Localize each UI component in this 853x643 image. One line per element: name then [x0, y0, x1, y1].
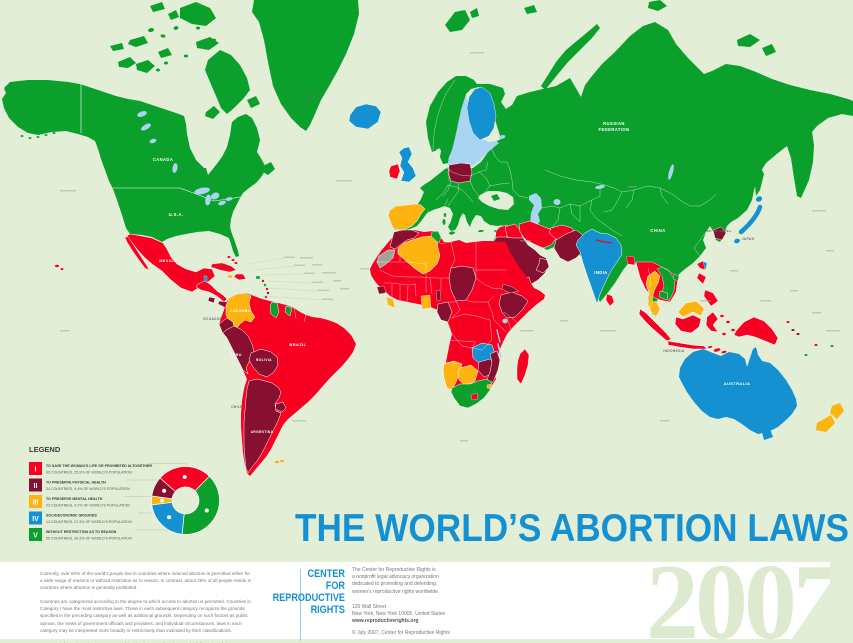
svg-text:TO PRESERVE PHYSICAL HEALTH: TO PRESERVE PHYSICAL HEALTH — [46, 481, 106, 485]
svg-text:AUSTRALIA: AUSTRALIA — [724, 381, 751, 386]
svg-text:I: I — [35, 467, 37, 474]
svg-text:BOLIVIA: BOLIVIA — [256, 358, 272, 362]
svg-text:56 COUNTRIES, 39.3% OF WORLD’S: 56 COUNTRIES, 39.3% OF WORLD’S POPULATIO… — [46, 537, 132, 541]
svg-text:IV: IV — [32, 516, 39, 523]
svg-text:INDIA: INDIA — [594, 270, 607, 275]
svg-text:RUSSIAN: RUSSIAN — [603, 121, 625, 126]
svg-text:PERU: PERU — [230, 353, 242, 357]
svg-text:CANADA: CANADA — [153, 157, 174, 162]
svg-text:ECUADOR: ECUADOR — [204, 317, 223, 321]
svg-text:TO SAVE THE WOMAN’S LIFE OR PR: TO SAVE THE WOMAN’S LIFE OR PROHIBITED A… — [46, 464, 152, 468]
svg-text:FEDERATION: FEDERATION — [599, 127, 630, 132]
svg-text:WITHOUT RESTRICTION AS TO REAS: WITHOUT RESTRICTION AS TO REASON — [46, 530, 117, 534]
svg-text:INDONESIA: INDONESIA — [663, 349, 685, 353]
svg-text:TO PRESERVE MENTAL HEALTH: TO PRESERVE MENTAL HEALTH — [46, 497, 103, 501]
svg-text:II: II — [34, 483, 38, 490]
svg-text:69 COUNTRIES, 25.9% OF WORLD’S: 69 COUNTRIES, 25.9% OF WORLD’S POPULATIO… — [46, 471, 132, 475]
svg-text:CHINA: CHINA — [650, 228, 665, 233]
svg-text:U.S.A.: U.S.A. — [169, 212, 184, 217]
svg-text:MEXICO: MEXICO — [159, 259, 176, 263]
svg-text:CHILE: CHILE — [231, 405, 243, 409]
svg-text:JAPAN: JAPAN — [742, 237, 755, 241]
svg-text:14 COUNTRIES, 21.3% OF WORLD’S: 14 COUNTRIES, 21.3% OF WORLD’S POPULATIO… — [46, 520, 132, 524]
svg-text:23 COUNTRIES, 4.2% OF WORLD’S: 23 COUNTRIES, 4.2% OF WORLD’S POPULATION — [46, 504, 130, 508]
svg-text:ARGENTINA: ARGENTINA — [251, 430, 274, 434]
svg-text:LEGEND: LEGEND — [29, 445, 61, 454]
svg-text:BRAZIL: BRAZIL — [289, 342, 306, 347]
svg-text:SOCIOECONOMIC GROUNDS: SOCIOECONOMIC GROUNDS — [46, 514, 97, 518]
svg-text:34 COUNTRIES, 9.4% OF WORLD’S: 34 COUNTRIES, 9.4% OF WORLD’S POPULATION — [46, 487, 130, 491]
svg-text:III: III — [33, 500, 39, 507]
svg-text:COLOMBIA: COLOMBIA — [230, 309, 252, 313]
svg-text:V: V — [33, 533, 38, 540]
svg-text:GREENLAND: GREENLAND — [299, 94, 322, 98]
svg-text:REP. OF KOREA: REP. OF KOREA — [705, 229, 732, 233]
